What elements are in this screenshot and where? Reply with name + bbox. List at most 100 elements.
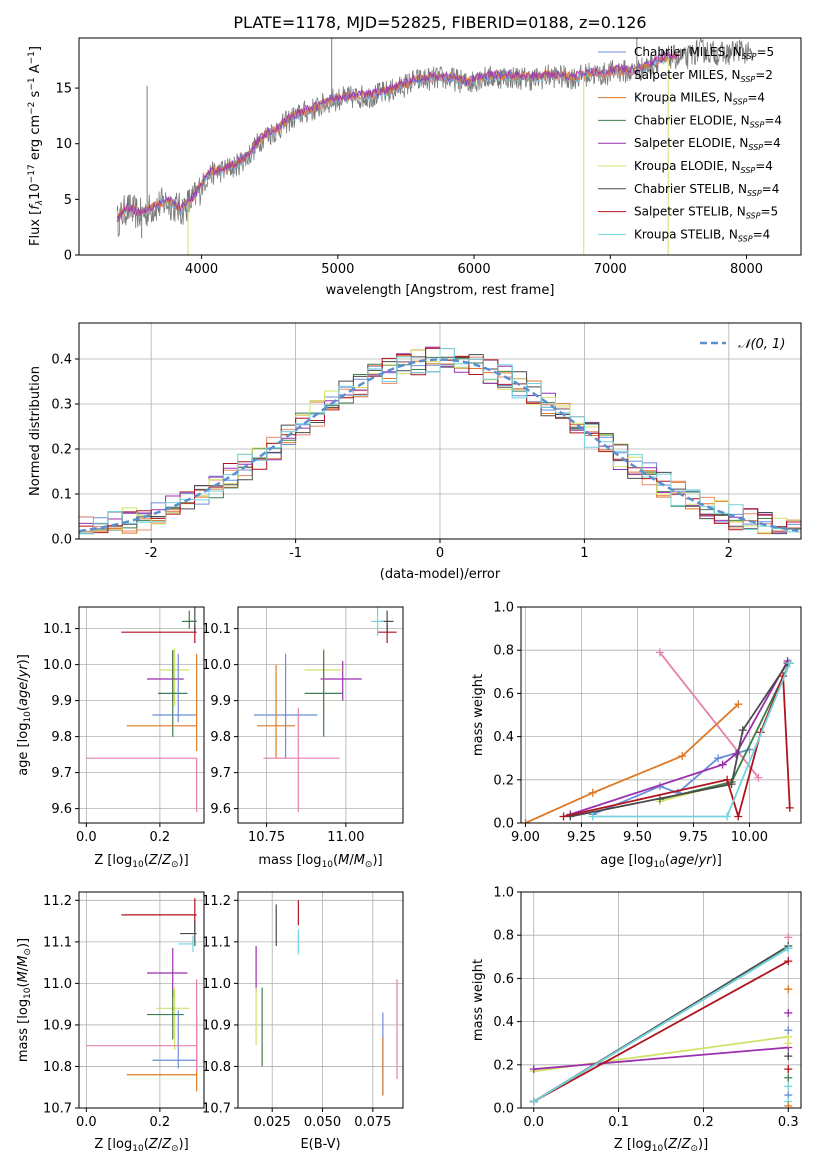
label-part: −1 — [27, 77, 37, 90]
legend-sub: SSP — [733, 98, 748, 107]
label-part: ⊙ — [23, 948, 33, 956]
legend-label: Chabrier MILES, NSSP=5 — [634, 45, 774, 61]
label-part: age [log — [600, 853, 653, 868]
x-tick-label: 11.00 — [327, 830, 364, 845]
legend-text: Chabrier ELODIE, N — [634, 113, 750, 127]
legend-label: Chabrier ELODIE, NSSP=4 — [634, 113, 782, 129]
label-part: ( — [333, 853, 338, 868]
age-vs-mass-panel: 10.75 11.00 9.6 9.7 9.8 9.9 10.0 10.1 mass [log1… — [202, 606, 404, 870]
plot-area — [86, 607, 198, 813]
legend-text: Salpeter MILES, N — [634, 68, 741, 82]
y-tick-label: 1.0 — [493, 601, 514, 616]
y-tick-label: 10.8 — [202, 1060, 231, 1075]
x-tick-label: -1 — [289, 546, 302, 561]
weight-marker — [784, 1082, 793, 1091]
label-part: λ — [35, 200, 45, 206]
y-tick-label: 0.0 — [493, 1102, 514, 1117]
y-tick-label: 10.0 — [43, 658, 72, 673]
plot-area — [521, 648, 794, 823]
label-part: Z — [667, 1137, 678, 1152]
weight-marker — [784, 1065, 793, 1074]
x-tick-label: 0.0 — [76, 1115, 97, 1130]
axes-frame — [78, 891, 205, 1109]
y-tick-label: 9.7 — [210, 766, 231, 781]
weight-marker — [655, 648, 664, 657]
legend-text: Chabrier MILES, N — [634, 45, 742, 59]
x-tick-label: 1 — [580, 546, 588, 561]
axes-frame — [78, 37, 802, 256]
y-tick-label: 1.0 — [493, 886, 514, 901]
label-part: / — [349, 853, 354, 868]
label-part: ] — [28, 46, 43, 51]
y-tick-label: 10 — [55, 137, 72, 152]
y-tick-label: 15 — [55, 82, 72, 97]
weight-marker — [714, 754, 723, 763]
y-tick-label: 11.0 — [43, 977, 72, 992]
legend-text: Salpeter STELIB, N — [634, 205, 746, 219]
label-part: 10 — [23, 987, 33, 999]
label-part: ( — [144, 853, 149, 868]
label-part: age — [670, 853, 694, 868]
label-part: )] — [179, 853, 189, 868]
label-part: f — [28, 203, 43, 210]
y-tick-label: 0.4 — [493, 1015, 514, 1030]
label-part: ( — [16, 706, 31, 711]
plot-area — [79, 346, 801, 535]
y-tick-label: 10.9 — [43, 1018, 72, 1033]
legend-sub: SSP — [750, 120, 765, 129]
label-part: −2 — [27, 102, 37, 115]
y-axis-label: Flux [fλ10−17 erg cm−2 s−1 A−1] — [27, 46, 45, 246]
y-tick-label: 0.0 — [51, 533, 72, 548]
weight-marker — [723, 775, 732, 784]
label-part: )] — [16, 938, 31, 948]
weight-line — [525, 703, 739, 823]
label-part: Z — [161, 1137, 172, 1152]
label-part: A — [28, 64, 43, 77]
y-tick-label: 9.6 — [210, 802, 231, 817]
legend-sub: SSP — [748, 143, 763, 152]
label-part: / — [677, 1137, 682, 1152]
weight-marker — [784, 1052, 793, 1061]
label-part: Z — [681, 1137, 692, 1152]
x-axis-label: age [log10(age/yr)] — [600, 853, 722, 870]
y-axis-label: age [log10(age/yr)] — [16, 654, 33, 776]
legend-value: =2 — [755, 68, 773, 82]
label-part: M — [16, 971, 31, 982]
label-part: yr — [16, 663, 31, 679]
legend-value: =5 — [756, 45, 774, 59]
legend-text: Kroupa ELODIE, N — [634, 159, 741, 173]
x-tick-label: 2 — [725, 546, 733, 561]
y-tick-label: 0.8 — [493, 644, 514, 659]
x-axis-label: wavelength [Angstrom, rest frame] — [326, 283, 555, 298]
y-tick-label: 9.7 — [51, 766, 72, 781]
legend-value: =4 — [753, 227, 771, 241]
y-axis-label: Normed distribution — [28, 366, 43, 496]
label-part: erg cm — [28, 115, 43, 164]
label-part: )] — [179, 1137, 189, 1152]
x-tick-label: 9.25 — [567, 830, 596, 845]
normal-curve — [79, 358, 799, 533]
label-part: s — [28, 90, 43, 101]
y-axis-label: mass weight — [471, 959, 486, 1041]
x-tick-label: 10.75 — [248, 830, 285, 845]
label-part: age [log — [16, 723, 31, 776]
label-part: Z [log — [614, 1137, 652, 1152]
legend-text: Salpeter ELODIE, N — [634, 136, 748, 150]
label-part: −1 — [27, 51, 37, 64]
y-tick-label: 0.4 — [51, 353, 72, 368]
legend-sub: SSP — [742, 52, 757, 61]
weight-marker — [559, 812, 568, 821]
y-tick-label: 9.6 — [51, 802, 72, 817]
legend-sub: SSP — [741, 166, 756, 175]
weight-line — [563, 675, 791, 820]
axes-frame — [237, 606, 404, 824]
legend-value: =4 — [764, 113, 782, 127]
label-part: / — [158, 1137, 163, 1152]
x-axis-label: E(B-V) — [300, 1137, 340, 1152]
weight-marker — [529, 1065, 538, 1074]
plot-area — [86, 898, 198, 1092]
y-tick-label: 0.4 — [493, 730, 514, 745]
label-part: 10 — [23, 711, 33, 723]
plot-area — [255, 900, 398, 1096]
